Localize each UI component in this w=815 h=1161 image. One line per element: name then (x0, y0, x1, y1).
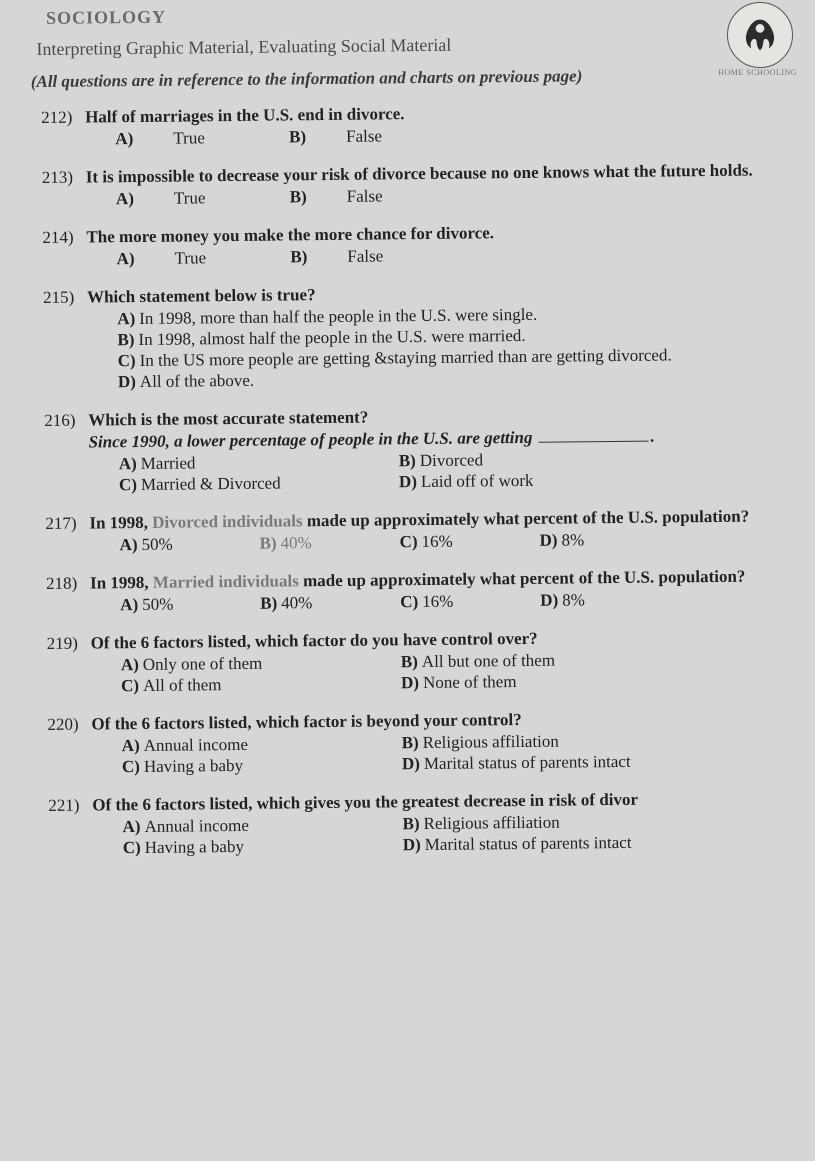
option-a: A)True (117, 248, 247, 268)
question-213: 213) It is impossible to decrease your r… (42, 160, 799, 210)
option-c: C)16% (400, 591, 540, 612)
option-b: B)40% (260, 532, 400, 553)
question-216: 216) Which is the most accurate statemen… (44, 403, 802, 496)
option-d: D)None of them (401, 669, 804, 693)
question-number: 214) (42, 228, 86, 248)
option-b: B)40% (260, 592, 400, 613)
option-a: A)Only one of them (121, 652, 401, 675)
option-c: C)Married & Divorced (119, 472, 399, 495)
header-title: SOCIOLOGY (46, 0, 797, 29)
option-b: B)Divorced (399, 447, 802, 471)
question-218: 218) In 1998, Married individuals made u… (46, 566, 803, 616)
option-a: A)50% (120, 534, 260, 555)
question-number: 215) (43, 288, 87, 308)
question-217: 217) In 1998, Divorced individuals made … (45, 506, 802, 556)
question-number: 217) (45, 514, 89, 534)
option-c: C)16% (400, 531, 540, 552)
question-number: 216) (44, 411, 88, 431)
option-a: A)Annual income (122, 814, 402, 837)
option-d: D)Marital status of parents intact (403, 831, 806, 855)
option-a: A)Annual income (122, 733, 402, 756)
option-d: D)Laid off of work (399, 468, 802, 492)
question-219: 219) Of the 6 factors listed, which fact… (47, 626, 805, 697)
question-number: 221) (48, 795, 92, 815)
option-b: B)False (290, 246, 423, 266)
option-c: C)All of them (121, 673, 401, 696)
question-212: 212) Half of marriages in the U.S. end i… (41, 100, 798, 150)
option-b: B)Religious affiliation (402, 729, 805, 753)
option-d: D)8% (540, 589, 680, 610)
question-number: 220) (47, 715, 91, 735)
question-220: 220) Of the 6 factors listed, which fact… (47, 707, 805, 778)
option-a: A)True (115, 128, 245, 148)
question-number: 213) (42, 168, 86, 188)
page-subtitle: Interpreting Graphic Material, Evaluatin… (36, 31, 797, 60)
question-214: 214) The more money you make the more ch… (42, 220, 799, 270)
option-a: A)Married (119, 451, 399, 474)
question-number: 212) (41, 108, 85, 128)
question-221: 221) Of the 6 factors listed, which give… (48, 788, 806, 859)
page-instruction: (All questions are in reference to the i… (31, 64, 798, 92)
question-number: 219) (47, 634, 91, 654)
option-a: A)50% (120, 594, 260, 615)
option-d: D)8% (540, 529, 680, 550)
question-number: 218) (46, 574, 90, 594)
option-c: C)Having a baby (122, 754, 402, 777)
question-215: 215) Which statement below is true? A)In… (43, 280, 801, 393)
option-b: B)False (290, 186, 423, 206)
option-d: D)Marital status of parents intact (402, 750, 805, 774)
option-c: C)Having a baby (123, 835, 403, 858)
option-b: B)False (289, 126, 422, 146)
option-b: B)Religious affiliation (402, 810, 805, 834)
option-b: B)All but one of them (401, 648, 804, 672)
option-a: A)True (116, 188, 246, 208)
